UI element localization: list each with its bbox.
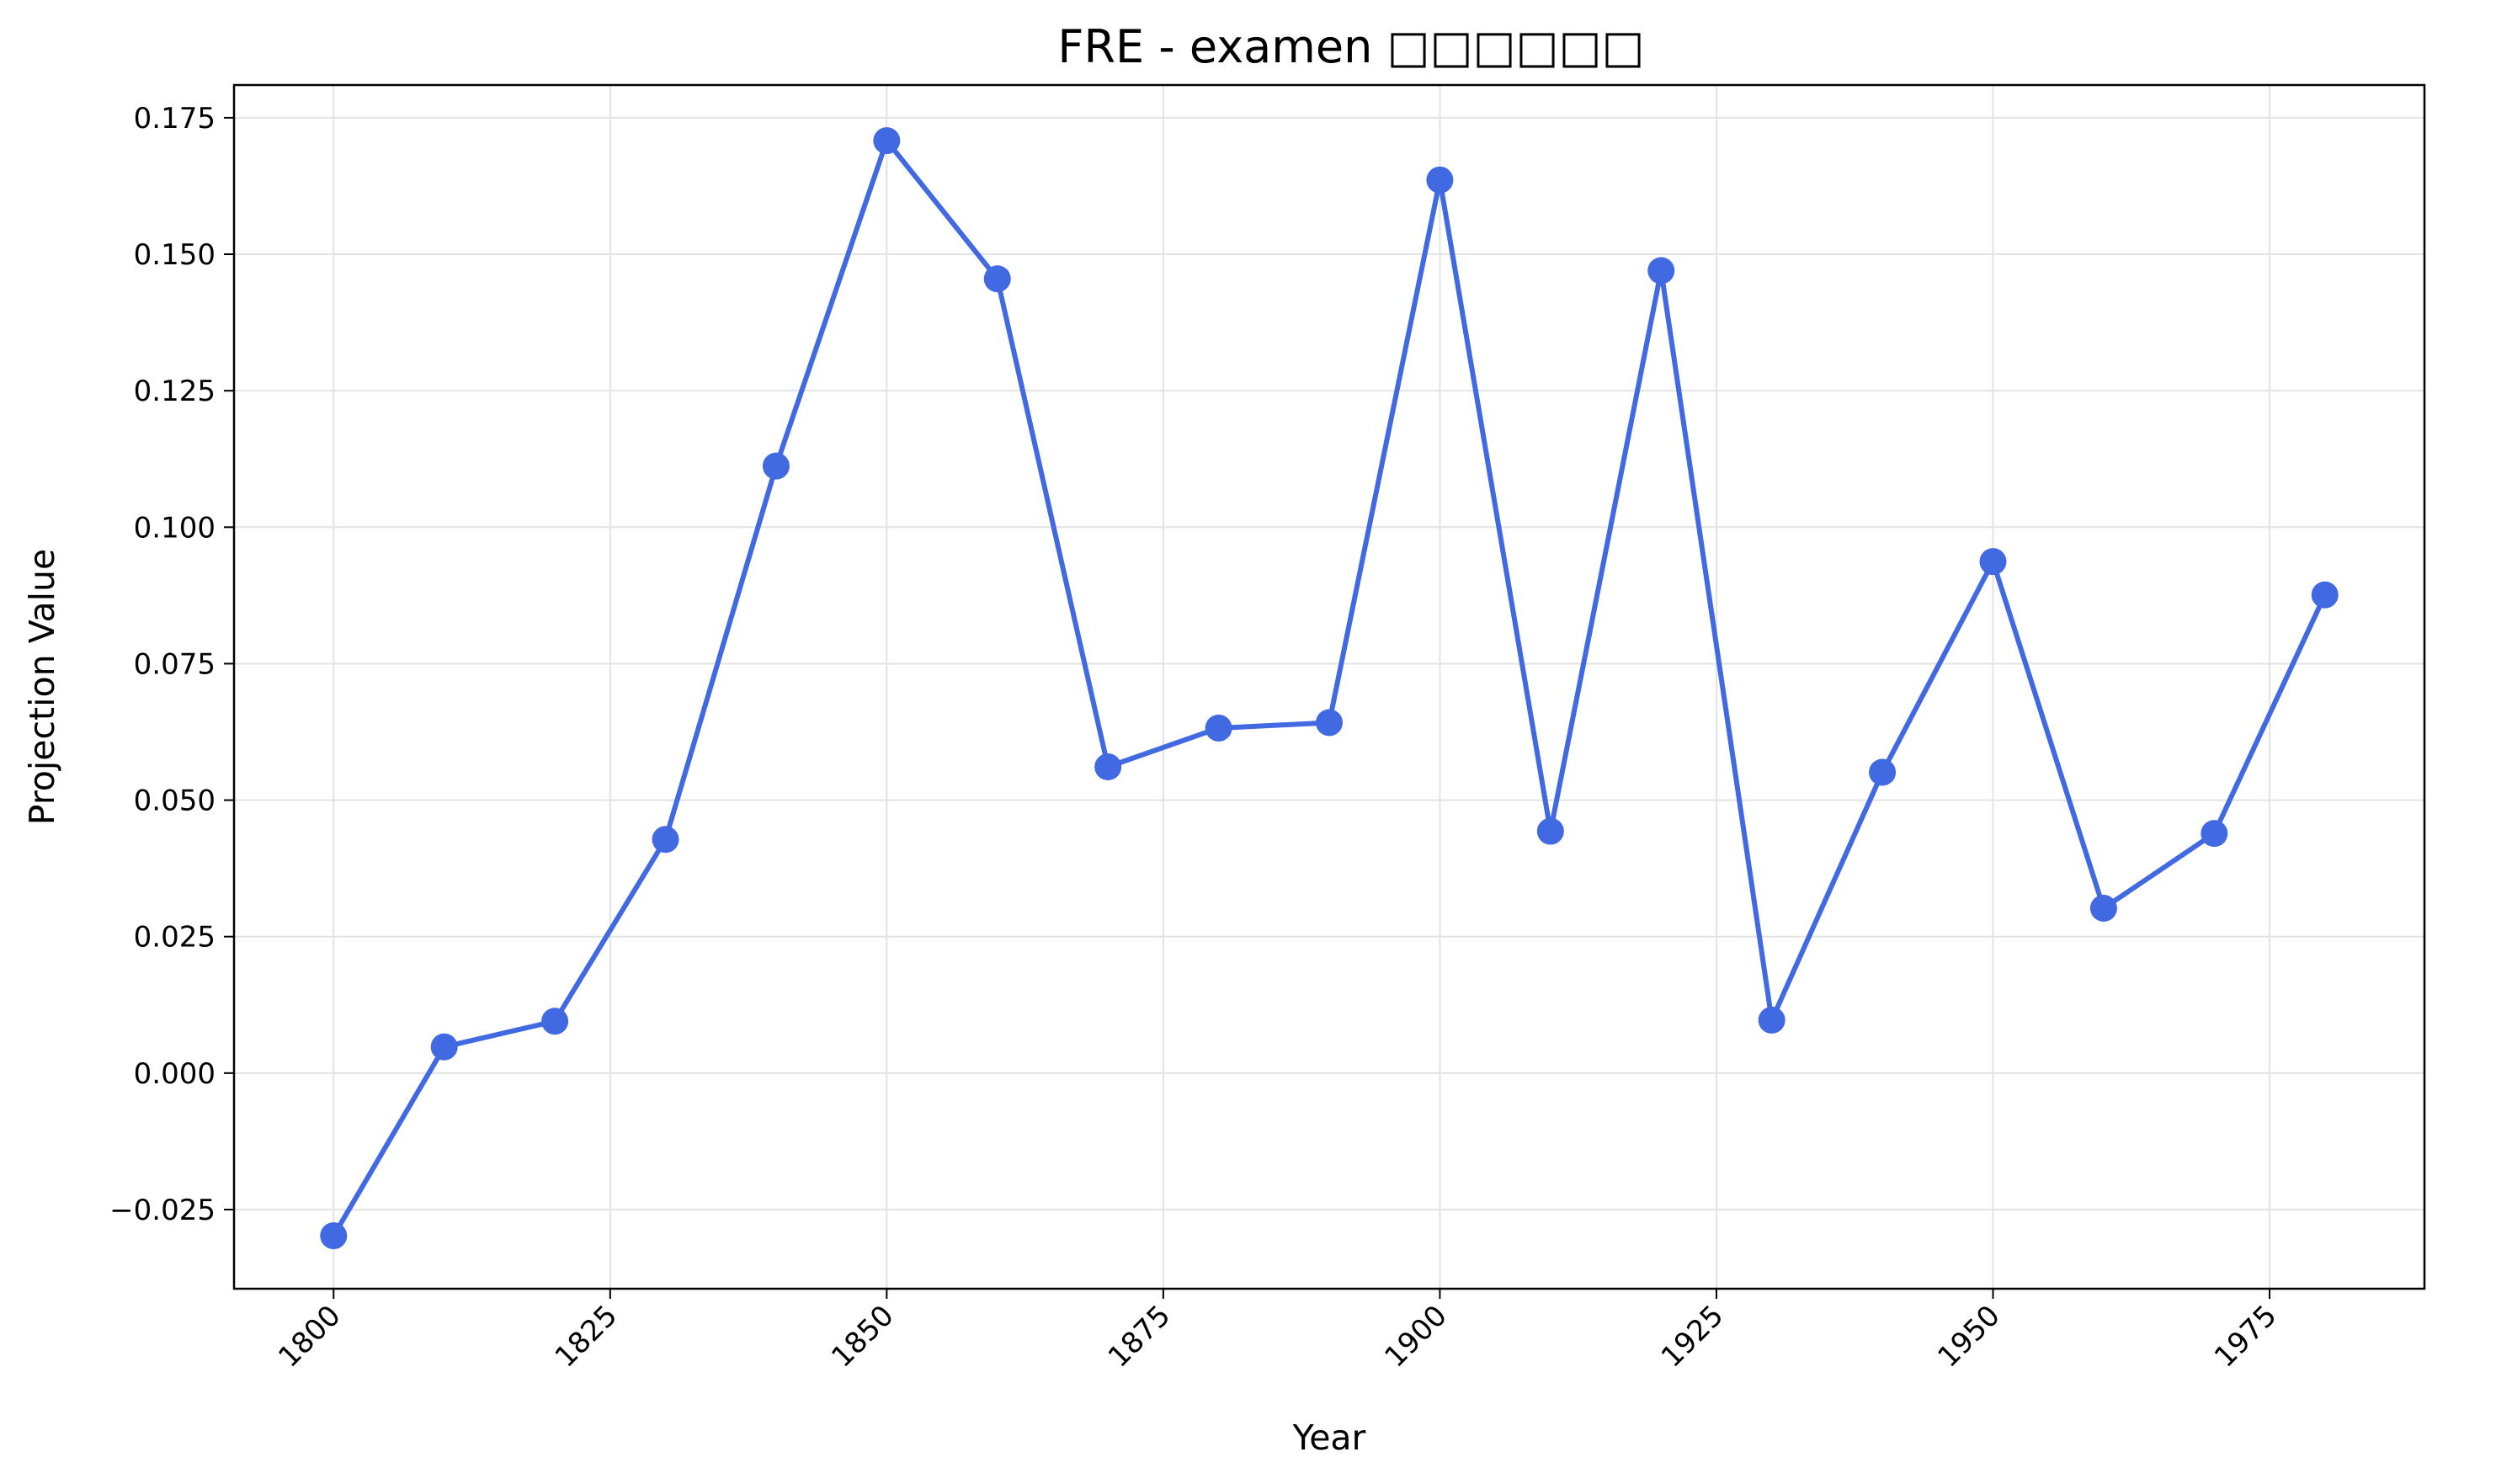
- data-point: [1536, 817, 1564, 845]
- data-point: [320, 1222, 348, 1250]
- y-tick-label: 0.025: [134, 921, 216, 955]
- y-axis-label: Projection Value: [22, 549, 62, 825]
- data-point: [1205, 714, 1232, 742]
- data-point: [1316, 709, 1343, 737]
- series-layer: [320, 127, 2339, 1250]
- data-point: [1647, 257, 1675, 285]
- y-tick-label: 0.100: [134, 511, 216, 545]
- plot-frame: [232, 83, 2426, 1290]
- x-tick-label: 1850: [825, 1299, 900, 1374]
- data-point: [2311, 581, 2339, 609]
- x-axis-label: Year: [1292, 1418, 1366, 1458]
- chart-title: FRE - examen □□□□□□: [1057, 20, 1644, 73]
- y-tick-label: 0.150: [134, 238, 216, 272]
- data-point: [983, 265, 1011, 293]
- data-point: [873, 127, 901, 155]
- y-tick-label: 0.075: [134, 647, 216, 681]
- grid-lines: [234, 85, 2424, 1289]
- x-tick-label: 1975: [2208, 1299, 2283, 1374]
- y-tick-label: 0.125: [134, 375, 216, 408]
- y-tick-label: 0.175: [134, 102, 216, 136]
- x-axis-ticks: 1800 1825 1850 1875 1900 1925 1950 1975: [272, 1289, 2283, 1375]
- data-point: [2089, 894, 2117, 922]
- x-tick-label: 1875: [1102, 1299, 1177, 1374]
- data-point: [1426, 166, 1454, 194]
- data-point: [1979, 548, 2007, 576]
- data-point: [541, 1008, 569, 1035]
- data-point: [762, 452, 790, 480]
- data-point: [1094, 753, 1122, 781]
- data-point: [430, 1033, 458, 1061]
- data-point: [2201, 820, 2228, 848]
- x-tick-label: 1950: [1931, 1299, 2006, 1374]
- data-point: [652, 826, 679, 854]
- y-tick-label: 0.000: [134, 1057, 216, 1091]
- y-tick-label: −0.025: [109, 1194, 216, 1227]
- y-axis-ticks: −0.025 0.000 0.025 0.050 0.075 0.100 0.125 0.15…: [109, 102, 234, 1227]
- x-tick-label: 1925: [1655, 1299, 1730, 1374]
- x-tick-label: 1900: [1378, 1299, 1453, 1374]
- data-point: [1758, 1006, 1786, 1034]
- x-tick-label: 1800: [272, 1299, 347, 1374]
- y-tick-label: 0.050: [134, 785, 216, 818]
- data-point: [1869, 758, 1897, 786]
- x-tick-label: 1825: [549, 1299, 624, 1374]
- series-line: [331, 138, 2328, 1237]
